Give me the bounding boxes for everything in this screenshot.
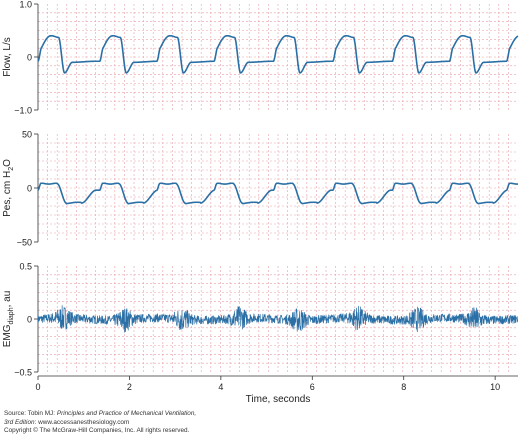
y-axis-label-part: , au bbox=[2, 291, 13, 308]
source-url: : www.accessanesthesiology.com bbox=[34, 418, 130, 426]
y-axis-label: EMGdiaph, au bbox=[2, 291, 15, 348]
y-tick-label: 0 bbox=[27, 184, 32, 194]
x-axis: 0 2 4 6 8 10 Time, seconds bbox=[35, 375, 518, 405]
y-axis-label-part: diaph bbox=[8, 307, 15, 324]
series-line-emg bbox=[37, 305, 519, 333]
x-tick-label: 8 bbox=[401, 382, 406, 392]
grid bbox=[38, 4, 518, 110]
y-axis-label: Flow, L/s bbox=[2, 37, 13, 76]
series-line-flow bbox=[37, 35, 519, 74]
grid bbox=[38, 134, 518, 242]
x-tick-label: 0 bbox=[35, 382, 40, 392]
y-tick-label: −0.5 bbox=[14, 368, 32, 378]
source-book-title: Principles and Practice of Mechanical Ve… bbox=[56, 410, 197, 417]
panel-emg: 0.5 0 −0.5 EMGdiaph, au bbox=[2, 262, 519, 378]
panel-flow: 1.0 0 −1.0 Flow, L/s bbox=[2, 0, 519, 116]
source-prefix: Source: Tobin MJ: bbox=[4, 410, 57, 417]
y-axis-label: Pes, cm H2O bbox=[2, 159, 15, 217]
series-line-pes bbox=[37, 182, 519, 205]
x-tick-label: 6 bbox=[310, 382, 315, 392]
y-axis-label-part: O bbox=[2, 159, 13, 167]
source-note: Source: Tobin MJ: Principles and Practic… bbox=[4, 410, 196, 436]
y-tick-label: 0.5 bbox=[19, 262, 32, 272]
y-axis-label-part: 2 bbox=[8, 167, 15, 171]
source-edition: 3rd Edition bbox=[4, 418, 35, 426]
y-tick-label: 0 bbox=[27, 315, 32, 325]
y-tick-label: −50 bbox=[17, 238, 32, 248]
x-axis-label: Time, seconds bbox=[246, 394, 311, 405]
y-tick-label: 1.0 bbox=[19, 0, 32, 10]
y-tick-label: −1.0 bbox=[14, 106, 32, 116]
y-tick-label: 0 bbox=[27, 53, 32, 63]
panel-pes: 50 0 −50 Pes, cm H2O bbox=[2, 130, 519, 248]
y-tick-label: 50 bbox=[22, 130, 32, 140]
x-tick-label: 2 bbox=[127, 382, 132, 392]
x-tick-label: 4 bbox=[218, 382, 223, 392]
y-axis-label-part: EMG bbox=[2, 324, 13, 347]
copyright-line: Copyright © The McGraw-Hill Companies, I… bbox=[4, 427, 190, 435]
x-tick-label: 10 bbox=[490, 382, 500, 392]
y-axis-label-part: Pes, cm H bbox=[2, 171, 13, 217]
